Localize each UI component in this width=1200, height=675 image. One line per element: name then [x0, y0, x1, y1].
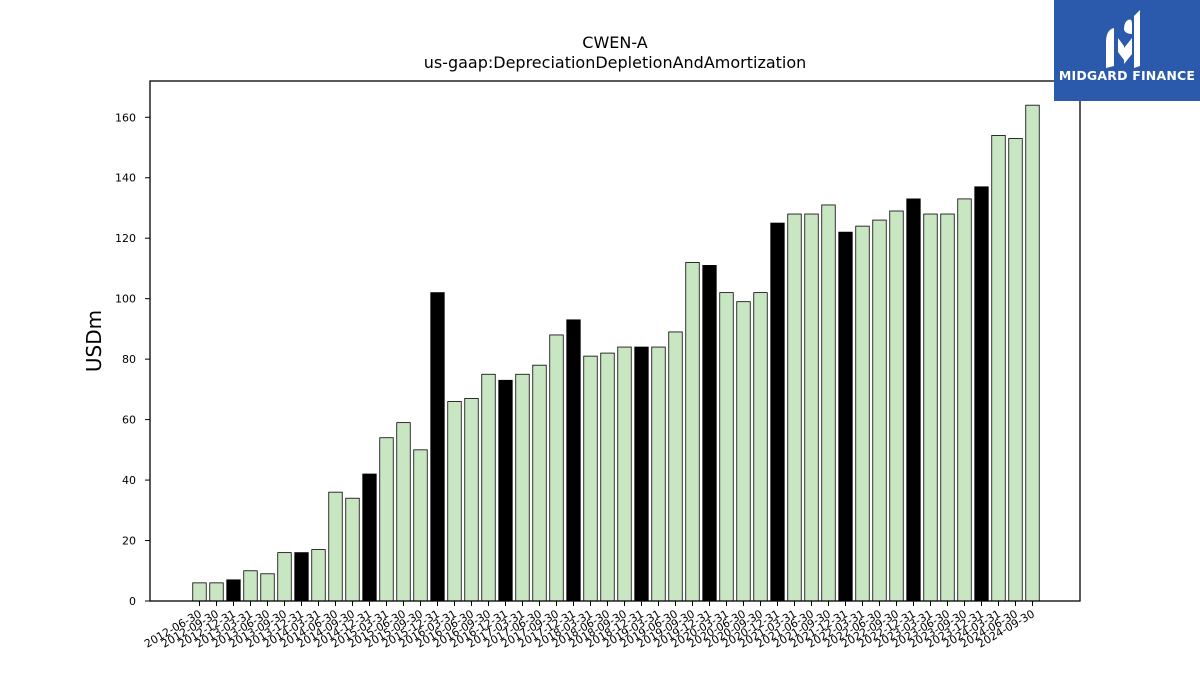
- bar-2022-03-31: [855, 225, 870, 602]
- bar-2022-12-31: [906, 198, 921, 602]
- y-axis-ticks: 0 20 40 60 80 100 120 140 160: [115, 111, 150, 608]
- bar-2019-03-31: [651, 346, 666, 602]
- bar-2017-06-30: [532, 364, 547, 602]
- bar-2013-03-31: [243, 570, 258, 602]
- bar-2014-06-30: [328, 491, 343, 602]
- bar-2023-06-30: [940, 213, 955, 602]
- plot-frame: [149, 80, 1081, 602]
- bar-2016-03-31: [447, 401, 462, 602]
- bar-2013-12-31: [294, 552, 309, 602]
- bar-2020-06-30: [736, 301, 751, 602]
- bar-2020-09-30: [753, 292, 768, 602]
- bar-2020-03-31: [719, 292, 734, 602]
- bar-2024-03-31: [991, 135, 1006, 602]
- bar-2015-09-30: [413, 449, 428, 602]
- bar-2023-03-31: [923, 213, 938, 602]
- y-tick-label: 100: [115, 293, 136, 306]
- bar-2016-09-30: [481, 373, 496, 602]
- logo-text: MIDGARD FINANCE: [1058, 68, 1196, 83]
- brand-logo: MIDGARD FINANCE: [1054, 0, 1200, 101]
- bar-2016-06-30: [464, 398, 479, 602]
- chart-subtitle: us-gaap:DepreciationDepletionAndAmortiza…: [424, 53, 807, 72]
- y-tick-label: 60: [122, 414, 136, 427]
- bar-2015-12-31: [430, 292, 445, 602]
- y-tick-label: 40: [122, 474, 136, 487]
- bar-2021-03-31: [787, 213, 802, 602]
- bar-2017-09-30: [549, 334, 564, 602]
- bar-2021-09-30: [821, 204, 836, 602]
- y-tick-label: 20: [122, 535, 136, 548]
- x-axis-ticks: 2012-06-302012-09-302012-12-312013-03-31…: [142, 601, 1037, 651]
- bar-2012-12-31: [226, 579, 241, 602]
- bar-2014-09-30: [345, 497, 360, 602]
- bar-2019-09-30: [685, 261, 700, 602]
- bar-2018-09-30: [617, 346, 632, 602]
- y-axis-label: USDm: [82, 310, 106, 372]
- logo-mark-icon: [1106, 10, 1140, 68]
- bar-2014-12-31: [362, 473, 377, 602]
- bar-2018-12-31: [634, 346, 649, 602]
- bar-2024-06-30: [1008, 138, 1023, 602]
- bar-2017-12-31: [566, 319, 581, 602]
- bar-2015-03-31: [379, 437, 394, 602]
- bar-2012-09-30: [209, 582, 224, 602]
- bar-2013-06-30: [260, 573, 275, 602]
- bar-2020-12-31: [770, 222, 785, 602]
- bar-2022-06-30: [872, 219, 887, 602]
- y-tick-label: 160: [115, 111, 136, 124]
- y-tick-label: 0: [129, 595, 136, 608]
- bar-2022-09-30: [889, 210, 904, 602]
- bar-2015-06-30: [396, 422, 411, 602]
- bar-2013-09-30: [277, 552, 292, 602]
- y-tick-label: 120: [115, 232, 136, 245]
- bar-2017-03-31: [515, 373, 530, 602]
- bar-2014-03-31: [311, 549, 326, 602]
- bar-2024-09-30: [1025, 104, 1040, 602]
- bar-2012-06-30: [192, 582, 207, 602]
- bar-2016-12-31: [498, 379, 513, 602]
- y-tick-label: 140: [115, 172, 136, 185]
- y-tick-label: 80: [122, 353, 136, 366]
- bar-2018-06-30: [600, 352, 615, 602]
- bar-2023-09-30: [957, 198, 972, 602]
- chart-title: CWEN-A: [582, 33, 647, 52]
- bar-2021-06-30: [804, 213, 819, 602]
- bar-2021-12-31: [838, 231, 853, 602]
- bar-2019-06-30: [668, 331, 683, 602]
- bar-2023-12-31: [974, 186, 989, 602]
- bar-2019-12-31: [702, 265, 717, 602]
- bar-2018-03-31: [583, 355, 598, 602]
- bars-group: [192, 104, 1040, 602]
